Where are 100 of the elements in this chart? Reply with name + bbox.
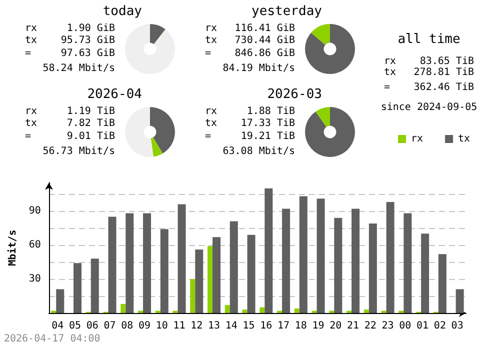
text: 7.82 TiB — [66, 118, 115, 130]
bar — [334, 218, 342, 313]
text: 58.24 Mbit/s — [42, 63, 115, 75]
bar — [126, 213, 134, 313]
text: 1.88 TiB — [246, 106, 295, 118]
text: 2026-04-17 04:00 — [4, 334, 100, 344]
x-tick-label: 12 — [190, 320, 203, 332]
bar — [195, 250, 204, 313]
text: 116.41 GiB — [234, 23, 295, 35]
bar — [264, 188, 273, 313]
text: all time — [396, 32, 462, 47]
bar — [282, 208, 290, 313]
bar — [224, 305, 230, 313]
x-tick-label: 17 — [278, 320, 290, 332]
text: rx — [205, 23, 218, 35]
bar — [294, 308, 300, 313]
bar — [364, 310, 369, 313]
text: = — [384, 82, 390, 94]
text: = — [205, 48, 212, 60]
text: 97.63 GiB — [60, 48, 115, 60]
legend-label: rx — [411, 134, 424, 144]
bar — [230, 221, 238, 313]
bar — [160, 229, 168, 313]
x-tick-label: 13 — [208, 320, 220, 332]
text: 63.08 Mbit/s — [222, 146, 295, 158]
legend-label: tx — [458, 134, 470, 144]
bar — [143, 213, 152, 313]
x-tick-label: 05 — [68, 320, 82, 332]
x-tick-label: 11 — [173, 320, 186, 332]
x-tick-label: 03 — [451, 320, 464, 332]
bar — [299, 196, 308, 313]
bar — [438, 254, 446, 313]
bar — [352, 208, 360, 313]
text: 95.73 GiB — [60, 35, 115, 47]
x-tick-label: 01 — [416, 320, 429, 332]
x-tick-label: 08 — [121, 320, 134, 332]
x-tick-label: 00 — [399, 320, 412, 332]
bar — [90, 258, 99, 313]
text: 9.01 TiB — [66, 131, 115, 143]
text: tx — [205, 118, 218, 130]
text: 730.44 GiB — [234, 35, 295, 47]
text: tx — [25, 35, 38, 47]
text: = — [205, 131, 212, 143]
text: = — [25, 48, 32, 60]
text: 278.81 TiB — [414, 67, 474, 79]
text: 846.86 GiB — [234, 48, 295, 60]
bar — [368, 223, 377, 313]
text: tx — [25, 118, 38, 130]
x-tick-label: 16 — [260, 320, 272, 332]
bar — [212, 237, 221, 313]
x-tick-label: 23 — [382, 320, 394, 332]
x-tick-label: 07 — [104, 320, 116, 332]
x-tick-label: 20 — [330, 320, 342, 332]
y-tick-label: 90 — [28, 206, 41, 217]
bar — [316, 198, 325, 313]
text: tx — [205, 35, 218, 47]
text: 1.90 GiB — [66, 23, 115, 35]
x-tick-label: 02 — [434, 320, 446, 332]
x-tick-label: 14 — [225, 320, 238, 332]
x-tick-label: 21 — [347, 320, 360, 332]
text: 84.19 Mbit/s — [222, 63, 295, 75]
y-tick-label: 60 — [28, 240, 41, 251]
y-axis-title: Mbit/s — [6, 230, 18, 266]
chart-title: today — [102, 4, 142, 19]
bar — [178, 204, 186, 313]
y-tick-label: 30 — [28, 274, 41, 285]
x-tick-label: 09 — [138, 320, 151, 332]
text: rx — [205, 106, 218, 118]
x-tick-label: 04 — [52, 320, 64, 332]
x-tick-label: 06 — [86, 320, 98, 332]
x-tick-label: 18 — [294, 320, 307, 332]
text: 362.46 TiB — [414, 82, 474, 94]
bar — [190, 279, 196, 313]
bar — [56, 289, 64, 313]
bar — [247, 234, 256, 313]
chart-title: 2026-04 — [87, 87, 142, 102]
text: 19.21 TiB — [240, 131, 295, 143]
text: rx — [25, 23, 38, 35]
text: = — [25, 131, 32, 143]
bar — [386, 202, 394, 313]
bar — [208, 246, 213, 313]
bar — [74, 263, 82, 313]
text: 17.33 TiB — [240, 118, 295, 130]
chart-title: 2026-03 — [267, 87, 322, 102]
bar — [108, 216, 116, 313]
text: rx — [384, 56, 396, 68]
bar — [242, 310, 248, 313]
text: rx — [25, 106, 38, 118]
x-tick-label: 10 — [156, 320, 168, 332]
bar — [120, 304, 126, 313]
text: tx — [384, 67, 396, 79]
text: 56.73 Mbit/s — [42, 146, 115, 158]
x-tick-label: 19 — [312, 320, 324, 332]
bar — [260, 307, 265, 313]
bar — [404, 213, 412, 313]
chart-title: yesterday — [252, 4, 322, 19]
x-tick-label: 22 — [364, 320, 376, 332]
text: 83.65 TiB — [420, 56, 474, 67]
text: 1.19 TiB — [66, 106, 115, 118]
x-tick-label: 15 — [242, 320, 255, 332]
